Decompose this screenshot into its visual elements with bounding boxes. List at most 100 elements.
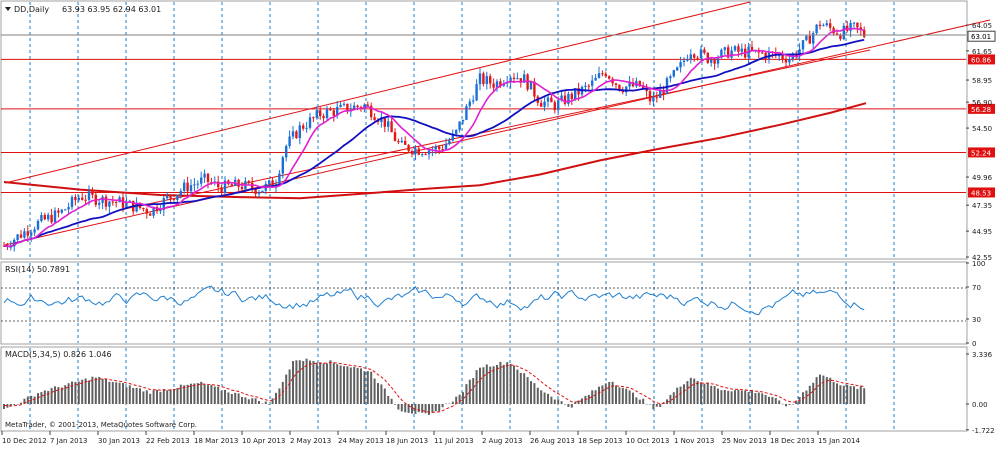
candle-body xyxy=(478,73,482,85)
candle-body xyxy=(489,76,492,84)
macd-bar xyxy=(261,403,264,405)
price-label: 54.50 xyxy=(972,125,992,133)
macd-bar xyxy=(40,392,43,404)
candle-body xyxy=(798,49,801,57)
macd-bar xyxy=(183,385,186,404)
candle-body xyxy=(720,49,723,58)
candle-body xyxy=(614,83,618,85)
macd-bar xyxy=(128,385,131,404)
macd-bar xyxy=(9,404,12,407)
candle-body xyxy=(421,154,424,156)
macd-bar xyxy=(234,392,237,404)
macd-bar xyxy=(332,362,335,404)
rsi-panel[interactable]: RSI(14) 50.7891 xyxy=(0,261,968,345)
candle-body xyxy=(835,33,839,35)
candle-body xyxy=(444,143,448,150)
price-panel-border xyxy=(0,0,968,260)
macd-bar xyxy=(417,404,420,413)
macd-bar xyxy=(700,382,702,404)
candle-body xyxy=(533,81,536,97)
macd-bar xyxy=(230,394,233,404)
candle-body xyxy=(730,50,733,58)
candle-body xyxy=(485,76,488,84)
candle-body xyxy=(203,173,206,178)
candle-body xyxy=(825,23,828,26)
macd-bar xyxy=(533,383,536,404)
macd-panel[interactable]: MACD(5,34,5) 0.826 1.046 MetaTrader, © 2… xyxy=(0,346,968,432)
candle-body xyxy=(659,89,662,98)
level-price-tag xyxy=(968,187,995,198)
dropdown-triangle-icon[interactable] xyxy=(5,7,11,11)
macd-bar xyxy=(791,403,794,405)
macd-bar xyxy=(428,404,430,415)
macd-bar xyxy=(747,392,750,404)
current-price-tag xyxy=(967,30,996,42)
macd-axis-label: -1.722 xyxy=(972,427,995,435)
candle-body xyxy=(805,35,808,41)
macd-bar xyxy=(761,393,764,404)
candle-body xyxy=(57,210,60,213)
macd-bar xyxy=(37,393,39,404)
macd-bar xyxy=(132,387,135,404)
time-label: 10 Apr 2013 xyxy=(242,437,285,445)
candle-body xyxy=(784,59,788,63)
macd-bar xyxy=(519,372,522,404)
candle-body xyxy=(652,97,655,102)
macd-bar xyxy=(251,398,254,404)
macd-bar xyxy=(190,383,192,404)
candle-body xyxy=(176,194,179,200)
candle-body xyxy=(434,146,437,150)
candle-body xyxy=(441,149,444,151)
macd-bar xyxy=(179,384,182,404)
candle-body xyxy=(254,188,257,194)
macd-axis-label: 0.00 xyxy=(972,401,988,409)
price-panel[interactable]: DD,Daily 63.93 63.95 62.94 63.01 xyxy=(0,0,991,260)
macd-bar xyxy=(570,404,573,408)
candle-body xyxy=(87,191,91,200)
macd-bar xyxy=(808,385,811,404)
macd-bar xyxy=(196,383,199,404)
channel-upper-line[interactable] xyxy=(4,1,751,184)
candle-body xyxy=(342,103,346,105)
macd-bar xyxy=(638,399,641,404)
candle-body xyxy=(145,209,148,214)
macd-bar xyxy=(390,398,393,404)
macd-bar xyxy=(468,379,471,404)
macd-bar xyxy=(649,404,651,405)
candle-body xyxy=(47,214,50,220)
candle-body xyxy=(822,25,825,27)
macd-bar xyxy=(118,382,121,404)
level-price-tag xyxy=(968,103,995,114)
macd-label: MACD(5,34,5) 0.826 1.046 xyxy=(5,350,112,359)
macd-bar xyxy=(604,383,607,404)
macd-bar xyxy=(91,376,94,404)
candle-body xyxy=(186,182,189,192)
level-price-label: 56.28 xyxy=(971,106,991,114)
candle-body xyxy=(33,229,36,233)
macd-bar xyxy=(560,401,563,404)
candle-body xyxy=(764,52,767,59)
candle-body xyxy=(529,81,533,90)
candle-body xyxy=(223,180,227,194)
candle-body xyxy=(339,104,342,108)
candle-body xyxy=(410,151,414,155)
macd-bar xyxy=(655,404,658,407)
macd-bar xyxy=(421,404,424,413)
vertical-grid xyxy=(29,2,895,258)
macd-bar xyxy=(3,404,5,409)
candle-body xyxy=(628,82,631,87)
macd-bar xyxy=(591,390,594,404)
candle-body xyxy=(179,190,182,195)
candle-body xyxy=(60,209,63,213)
rsi-axis-label: 70 xyxy=(972,284,981,292)
price-label: 58.95 xyxy=(972,77,992,85)
candle-body xyxy=(84,199,87,201)
time-label: 18 Dec 2013 xyxy=(770,437,815,445)
candle-body xyxy=(166,196,169,199)
macd-bar xyxy=(479,367,481,404)
candle-body xyxy=(121,197,125,208)
candle-body xyxy=(370,105,373,118)
macd-bar xyxy=(598,386,600,404)
macd-bar xyxy=(523,373,526,404)
